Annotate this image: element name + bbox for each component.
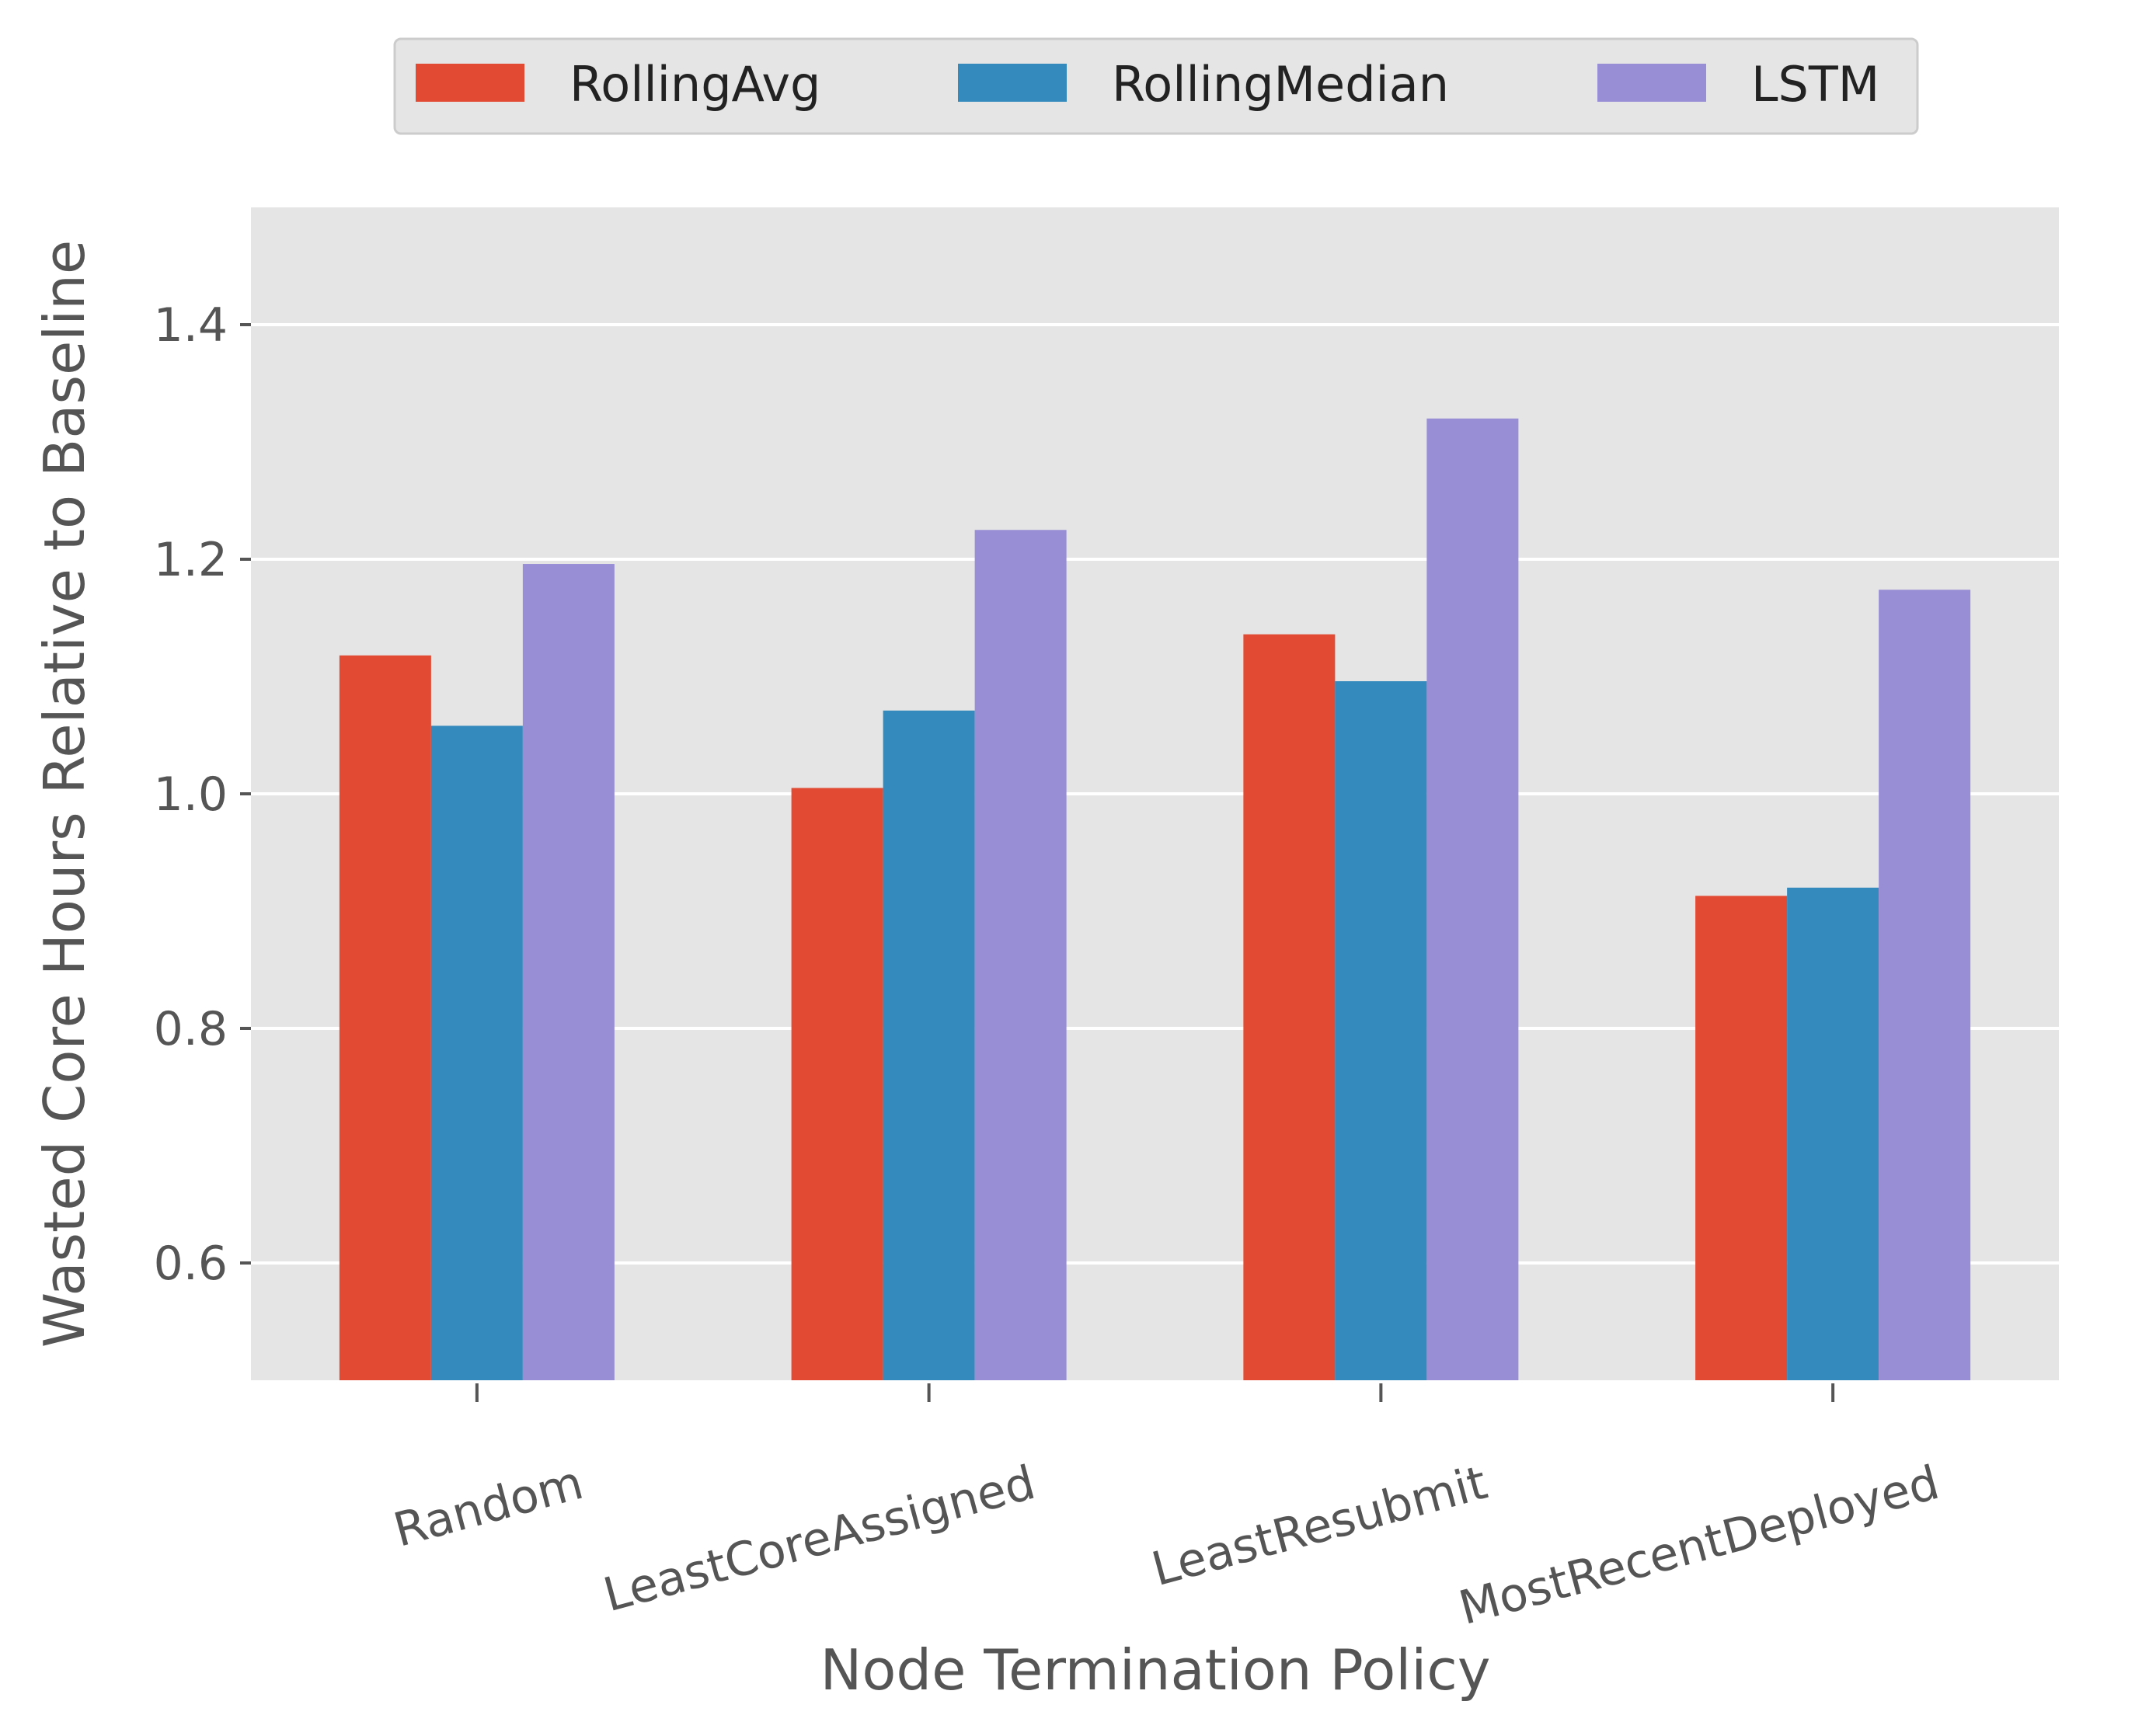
bar-lstm-mostrecentdeployed: [1879, 590, 1971, 1380]
y-tick-label: 1.2: [154, 533, 228, 587]
y-tick-label: 1.0: [154, 767, 228, 822]
bar-rollingavg-random: [339, 655, 431, 1380]
bar-rollingmedian-leastresubmit: [1335, 681, 1427, 1380]
x-tick-label: Random: [388, 1456, 589, 1558]
legend-swatch-rollingavg: [416, 64, 524, 102]
y-axis-label: Wasted Core Hours Relative to Baseline: [32, 240, 97, 1348]
bars: [339, 418, 1971, 1380]
bar-rollingmedian-leastcoreassigned: [883, 710, 975, 1380]
legend-label-lstm: LSTM: [1751, 56, 1879, 113]
bar-lstm-leastresubmit: [1426, 418, 1519, 1380]
legend-label-rollingmedian: RollingMedian: [1112, 56, 1449, 113]
x-axis-label: Node Termination Policy: [820, 1637, 1491, 1703]
x-tick-label: MostRecentDeployed: [1454, 1456, 1945, 1636]
bar-lstm-random: [522, 564, 615, 1380]
legend-label-rollingavg: RollingAvg: [569, 56, 820, 113]
x-tick-label: LeastCoreAssigned: [598, 1456, 1041, 1623]
bar-rollingmedian-mostrecentdeployed: [1787, 887, 1879, 1380]
y-axis: 0.6 0.8 1.0 1.2 1.4: [154, 298, 251, 1291]
bar-rollingavg-mostrecentdeployed: [1695, 896, 1788, 1380]
bar-rollingavg-leastcoreassigned: [791, 788, 883, 1380]
x-axis: Random LeastCoreAssigned LeastResubmitMost…: [388, 1383, 1945, 1636]
legend: RollingAvg RollingMedian LSTM: [393, 37, 1919, 135]
bar-rollingmedian-random: [430, 725, 523, 1380]
legend-box: [393, 37, 1919, 135]
y-tick-label: 0.8: [154, 1002, 228, 1056]
legend-swatch-rollingmedian: [958, 64, 1067, 102]
bar-rollingavg-leastresubmit: [1243, 634, 1336, 1380]
y-tick-label: 0.6: [154, 1237, 228, 1291]
bar-lstm-leastcoreassigned: [974, 530, 1067, 1380]
legend-swatch-lstm: [1597, 64, 1706, 102]
x-tick-label: LeastResubmit: [1146, 1456, 1492, 1597]
y-tick-label: 1.4: [154, 298, 228, 353]
